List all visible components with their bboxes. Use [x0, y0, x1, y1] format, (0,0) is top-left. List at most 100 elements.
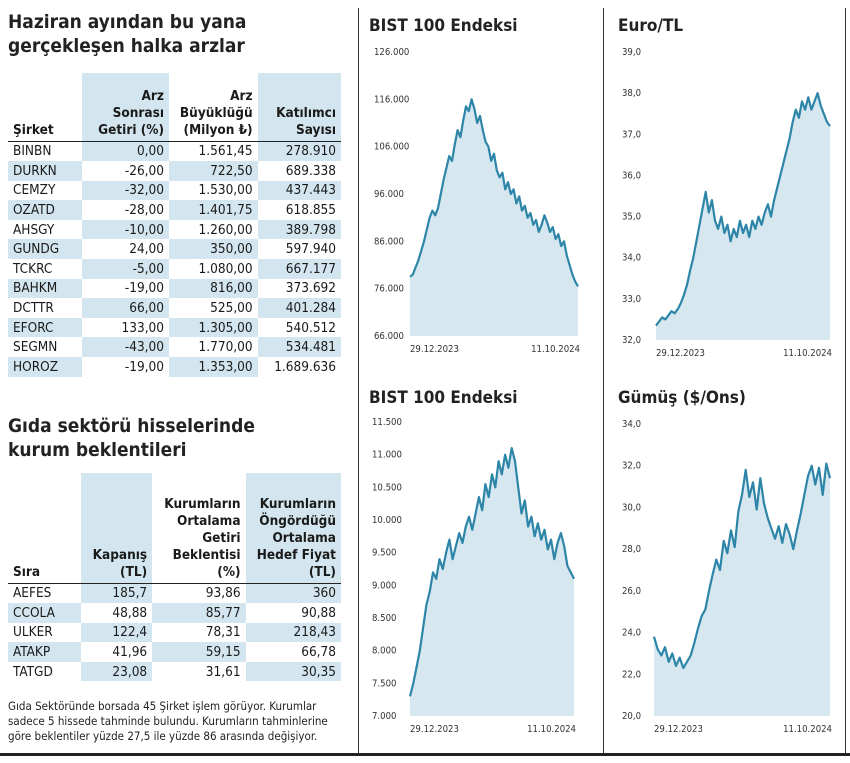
ipo-cell: 816,00 — [169, 278, 258, 299]
food-cell: 23,08 — [81, 661, 153, 682]
y-tick-label: 38,0 — [622, 88, 641, 99]
y-tick-label: 26,0 — [622, 586, 641, 597]
silver-chart: 20,0 22,0 24,0 26,0 28,0 30,0 32,0 34,0 29.12.20… — [622, 419, 832, 735]
food-header-rank: Sıra — [13, 563, 41, 580]
food-cell: 30,35 — [245, 661, 341, 682]
ipo-cell: 1.305,00 — [169, 317, 258, 338]
ipo-row: AHSGY -10,00 1.260,00 389.798 — [8, 219, 341, 240]
ipo-cell: 1.689.636 — [257, 357, 341, 377]
ipo-cell: -5,00 — [81, 259, 169, 279]
food-cell: 360 — [245, 583, 341, 604]
area-fill — [410, 99, 578, 336]
ipo-cell: -19,00 — [81, 357, 169, 377]
ipo-row: BAHKM -19,00 816,00 373.692 — [8, 278, 341, 299]
ipo-cell: DCTTR — [13, 300, 54, 317]
y-tick-label: 37,0 — [622, 129, 641, 140]
divider-bottom — [0, 753, 850, 756]
ipo-cell: 1.530,00 — [198, 182, 253, 199]
ipo-row: EFORC 133,00 1.305,00 540.512 — [8, 317, 341, 338]
ipo-cell: 373.692 — [257, 278, 341, 299]
food-cell: 48,88 — [81, 603, 153, 623]
ipo-row: HOROZ -19,00 1.353,00 1.689.636 — [8, 357, 341, 377]
y-tick-label: 11.500 — [372, 417, 402, 428]
ipo-cell: 350,00 — [169, 239, 258, 260]
ipo-row: DCTTR 66,00 525,00 401.284 — [8, 298, 341, 318]
ipo-row: GUNDG 24,00 350,00 597.940 — [8, 239, 341, 260]
y-tick-label: 36,0 — [622, 170, 641, 181]
y-tick-label: 9.000 — [372, 580, 396, 591]
ipo-cell: 1.353,00 — [169, 357, 258, 377]
series-line — [408, 446, 575, 697]
ipo-cell: 722,50 — [169, 161, 258, 181]
ipo-cell: OZATD — [8, 200, 82, 220]
y-tick-label: 10.500 — [372, 482, 402, 493]
food-cell: 218,43 — [245, 622, 341, 643]
y-tick-label: 76.000 — [374, 284, 404, 295]
y-tick-label: 20,0 — [622, 711, 641, 722]
x-tick-label-end: 11.10.2024 — [783, 724, 832, 735]
ipo-cell: -10,00 — [81, 219, 169, 240]
y-tick-label: 96.000 — [374, 189, 404, 200]
y-tick-label: 126.000 — [374, 47, 409, 58]
food-row: CCOLA 48,88 85,77 90,88 — [8, 603, 341, 623]
food-header-close: Kapanış (TL) — [81, 473, 153, 583]
ipo-cell: 667.177 — [257, 259, 341, 279]
bist100-chart-bottom: 7.000 7.500 8.000 8.500 9.000 9.500 10.000 10.5… — [372, 417, 576, 735]
x-tick-label-start: 29.12.2023 — [410, 344, 459, 355]
y-tick-label: 28,0 — [622, 544, 641, 555]
ipo-cell: -28,00 — [81, 200, 169, 220]
ipo-header-size: Arz Büyüklüğü (Milyon ₺) — [179, 87, 253, 138]
food-table: Sıra Kapanış (TL) Kurumların Ortalama Ge… — [8, 473, 341, 682]
ipo-cell: CEMZY — [13, 182, 56, 199]
y-tick-label: 116.000 — [374, 94, 409, 105]
ipo-cell: 525,00 — [210, 300, 253, 317]
ipo-row: SEGMN -43,00 1.770,00 534.481 — [8, 337, 341, 358]
series-line — [409, 98, 579, 287]
series-line — [652, 462, 832, 670]
food-cell: 93,86 — [205, 585, 241, 602]
y-tick-label: 34,0 — [622, 419, 641, 430]
x-tick-label-end: 11.10.2024 — [531, 344, 580, 355]
y-tick-label: 39,0 — [622, 47, 641, 58]
food-cell: 59,15 — [152, 642, 246, 662]
ipo-cell: GUNDG — [8, 239, 82, 260]
ipo-cell: 1.260,00 — [198, 221, 253, 238]
euro-tl-chart: 32,0 33,0 34,0 35,0 36,0 37,0 38,0 39,0 29.12.20… — [622, 47, 832, 359]
y-tick-label: 106.000 — [374, 142, 409, 153]
food-cell: 85,77 — [152, 603, 246, 623]
y-tick-label: 30,0 — [622, 502, 641, 513]
ipo-cell: 278.910 — [257, 141, 341, 162]
food-title-line1: Gıda sektörü hisselerinde — [8, 415, 255, 437]
ipo-cell: 1.770,00 — [198, 339, 253, 356]
ipo-cell: -19,00 — [81, 278, 169, 299]
food-cell: TATGD — [13, 663, 53, 680]
ipo-cell: BINBN — [13, 143, 52, 160]
x-tick-label-end: 11.10.2024 — [783, 348, 832, 359]
y-tick-label: 8.500 — [372, 613, 396, 624]
y-tick-label: 9.500 — [372, 548, 396, 559]
x-tick-label-start: 29.12.2023 — [410, 724, 459, 735]
ipo-cell: 437.443 — [257, 180, 341, 201]
ipo-cell: 24,00 — [81, 239, 169, 260]
food-header-expected-return: Kurumların Ortalama Getiri Beklentisi (%… — [164, 495, 241, 580]
ipo-header-return: Arz Sonrası Getiri (%) — [81, 73, 169, 141]
y-tick-label: 32,0 — [622, 335, 641, 346]
ipo-header-participants: Katılımcı Sayısı — [257, 73, 341, 141]
food-row: ULKER 122,4 78,31 218,43 — [8, 622, 341, 643]
ipo-title-line2: gerçekleşen halka arzlar — [8, 35, 245, 57]
ipo-row: TCKRC -5,00 1.080,00 667.177 — [8, 259, 341, 279]
y-tick-label: 86.000 — [374, 236, 404, 247]
ipo-title-line1: Haziran ayından bu yana — [8, 11, 247, 33]
food-cell: 66,78 — [245, 642, 341, 662]
y-tick-label: 33,0 — [622, 294, 641, 305]
food-title-line2: kurum beklentileri — [8, 439, 187, 461]
food-cell: 78,31 — [205, 624, 241, 641]
food-row: TATGD 23,08 31,61 30,35 — [8, 661, 341, 682]
area-fill — [656, 93, 830, 340]
ipo-cell: EFORC — [8, 317, 82, 338]
bist100-chart-top: 66.000 76.000 86.000 96.000 106.000 116.000 12… — [374, 47, 580, 355]
chart4-title: Gümüş ($/Ons) — [618, 388, 746, 408]
ipo-cell: -26,00 — [81, 161, 169, 181]
food-cell: ULKER — [13, 624, 53, 641]
ipo-cell: 389.798 — [257, 219, 341, 240]
